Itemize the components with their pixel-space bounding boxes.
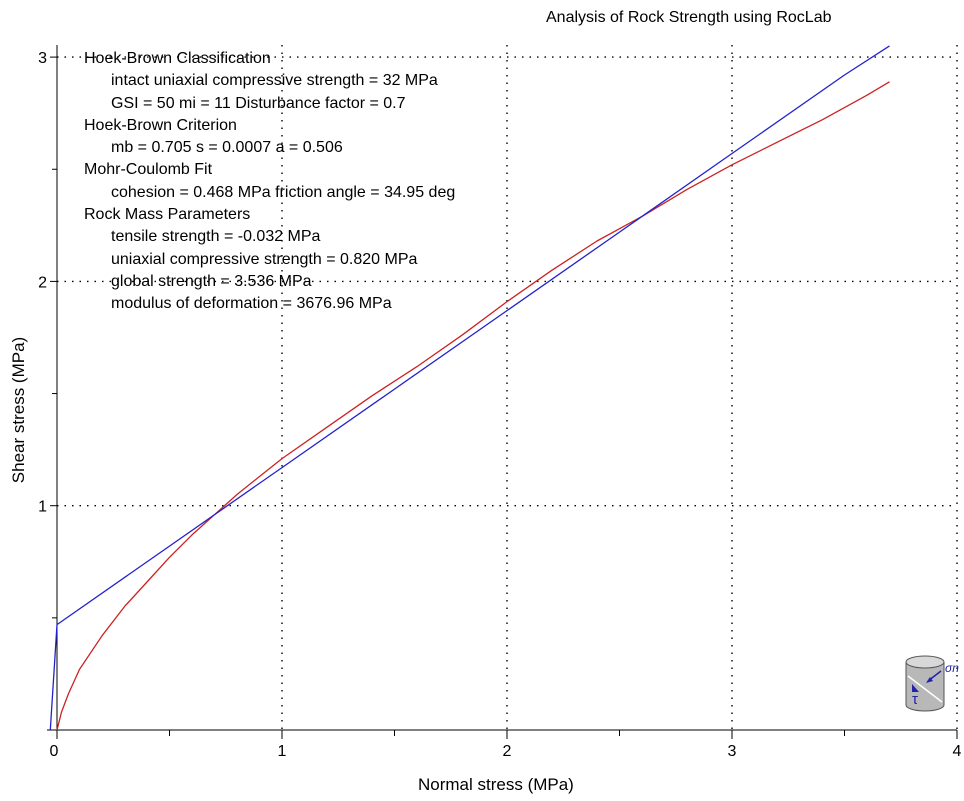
annotation-line: Hoek-Brown Criterion	[84, 116, 237, 134]
x-tick-label: 4	[953, 743, 962, 760]
data-series	[49, 45, 890, 731]
grid-lines	[57, 45, 958, 730]
annotation-line: GSI = 50 mi = 11 Disturbance factor = 0.…	[111, 94, 406, 112]
annotation-line: tensile strength = -0.032 MPa	[111, 228, 321, 246]
x-tick-label: 3	[728, 743, 737, 760]
annotation-line: Hoek-Brown Classification	[84, 50, 271, 67]
annotation-line: intact uniaxial compressive strength = 3…	[111, 72, 438, 90]
annotation-block: Hoek-Brown Classification intact uniaxial…	[84, 48, 455, 316]
chart-title: Analysis of Rock Strength using RocLab	[546, 9, 832, 26]
x-tick-label: 0	[50, 743, 59, 760]
cylinder-top	[905, 655, 945, 669]
annotation-line: global strength = 3.536 MPa	[111, 272, 312, 290]
y-tick-label: 2	[38, 274, 47, 291]
normal-arrow-head	[926, 677, 933, 683]
annotation-line: cohesion = 0.468 MPa friction angle = 34…	[111, 183, 456, 201]
x-tick-label: 2	[503, 743, 512, 760]
annotation-line: Rock Mass Parameters	[84, 206, 251, 224]
series-line-2	[49, 45, 890, 731]
axes	[47, 45, 958, 739]
tick-labels: 0 1 2 3 4 1 2 3	[38, 50, 961, 760]
sigma-n-label: σn	[945, 661, 959, 675]
annotation-line: Mohr-Coulomb Fit	[84, 161, 213, 179]
rock-sample-icon: σn τ	[905, 655, 959, 712]
x-tick-label: 1	[278, 743, 287, 760]
y-tick-label: 3	[38, 50, 47, 67]
cylinder-body	[905, 662, 945, 712]
shear-plane	[907, 675, 943, 703]
annotation-line: uniaxial compressive strength = 0.820 MP…	[111, 250, 418, 268]
x-axis-title: Normal stress (MPa)	[418, 775, 574, 794]
annotation-line: mb = 0.705 s = 0.0007 a = 0.506	[111, 139, 343, 157]
annotation-line: modulus of deformation = 3676.96 MPa	[111, 295, 392, 313]
y-tick-label: 1	[38, 499, 47, 516]
shear-arrow-head	[912, 684, 919, 692]
series-line-1	[56, 81, 890, 731]
tau-label: τ	[912, 691, 918, 708]
y-axis-title: Shear stress (MPa)	[9, 336, 28, 484]
